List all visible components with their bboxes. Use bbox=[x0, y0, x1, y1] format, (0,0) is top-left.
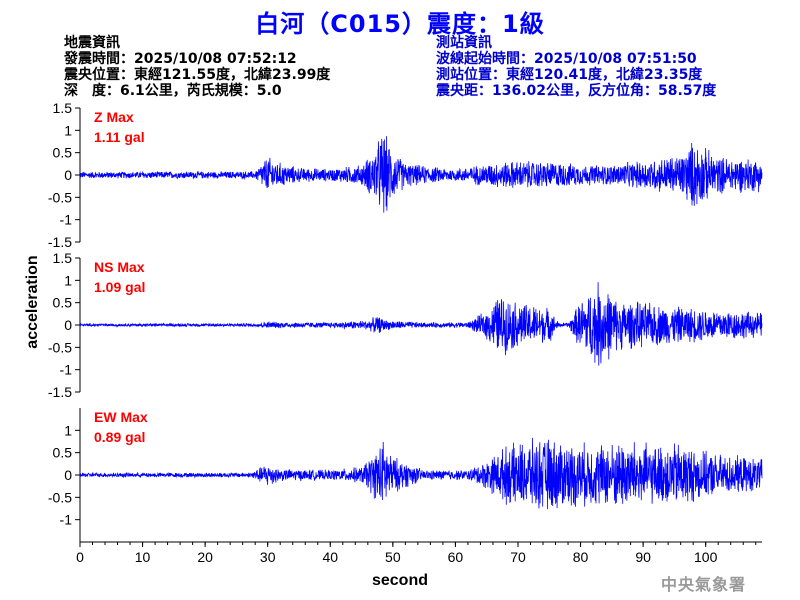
y-tick-label: -1 bbox=[60, 512, 73, 528]
x-tick-label: 70 bbox=[510, 549, 526, 565]
series-name-label: NS Max bbox=[94, 259, 145, 275]
y-tick-label: 0.5 bbox=[53, 145, 73, 161]
y-tick-label: -0.5 bbox=[48, 489, 72, 505]
series-name-label: EW Max bbox=[94, 409, 148, 425]
y-tick-label: 1.5 bbox=[53, 100, 73, 116]
x-tick-label: 40 bbox=[322, 549, 338, 565]
y-tick-label: 1 bbox=[64, 272, 72, 288]
y-axis-label: acceleration bbox=[24, 255, 41, 348]
y-tick-label: -1.5 bbox=[48, 384, 72, 400]
x-tick-label: 90 bbox=[635, 549, 651, 565]
y-tick-label: 1.5 bbox=[53, 250, 73, 266]
y-tick-label: 0.5 bbox=[53, 445, 73, 461]
trace-ew bbox=[80, 438, 762, 509]
y-tick-label: 0.5 bbox=[53, 295, 73, 311]
y-tick-label: 1 bbox=[64, 122, 72, 138]
y-tick-label: 0 bbox=[64, 317, 72, 333]
y-tick-label: -0.5 bbox=[48, 189, 72, 205]
x-tick-label: 10 bbox=[135, 549, 151, 565]
y-tick-label: -1 bbox=[60, 362, 73, 378]
y-tick-label: 0 bbox=[64, 167, 72, 183]
series-max-label: 1.09 gal bbox=[94, 279, 145, 295]
agency-watermark: 中央氣象署 bbox=[661, 571, 746, 595]
x-tick-label: 20 bbox=[197, 549, 213, 565]
series-name-label: Z Max bbox=[94, 109, 134, 125]
x-tick-label: 30 bbox=[260, 549, 276, 565]
x-tick-label: 60 bbox=[448, 549, 464, 565]
x-tick-label: 0 bbox=[76, 549, 84, 565]
y-tick-label: -1 bbox=[60, 212, 73, 228]
y-tick-label: -0.5 bbox=[48, 339, 72, 355]
y-tick-label: 1 bbox=[64, 422, 72, 438]
x-tick-label: 50 bbox=[385, 549, 401, 565]
y-tick-label: 0 bbox=[64, 467, 72, 483]
x-tick-label: 100 bbox=[694, 549, 718, 565]
series-max-label: 1.11 gal bbox=[94, 129, 145, 145]
y-tick-label: -1.5 bbox=[48, 234, 72, 250]
x-tick-label: 80 bbox=[573, 549, 589, 565]
series-max-label: 0.89 gal bbox=[94, 429, 145, 445]
x-axis-label: second bbox=[372, 572, 428, 589]
trace-ns bbox=[80, 282, 762, 366]
trace-z bbox=[80, 136, 762, 213]
